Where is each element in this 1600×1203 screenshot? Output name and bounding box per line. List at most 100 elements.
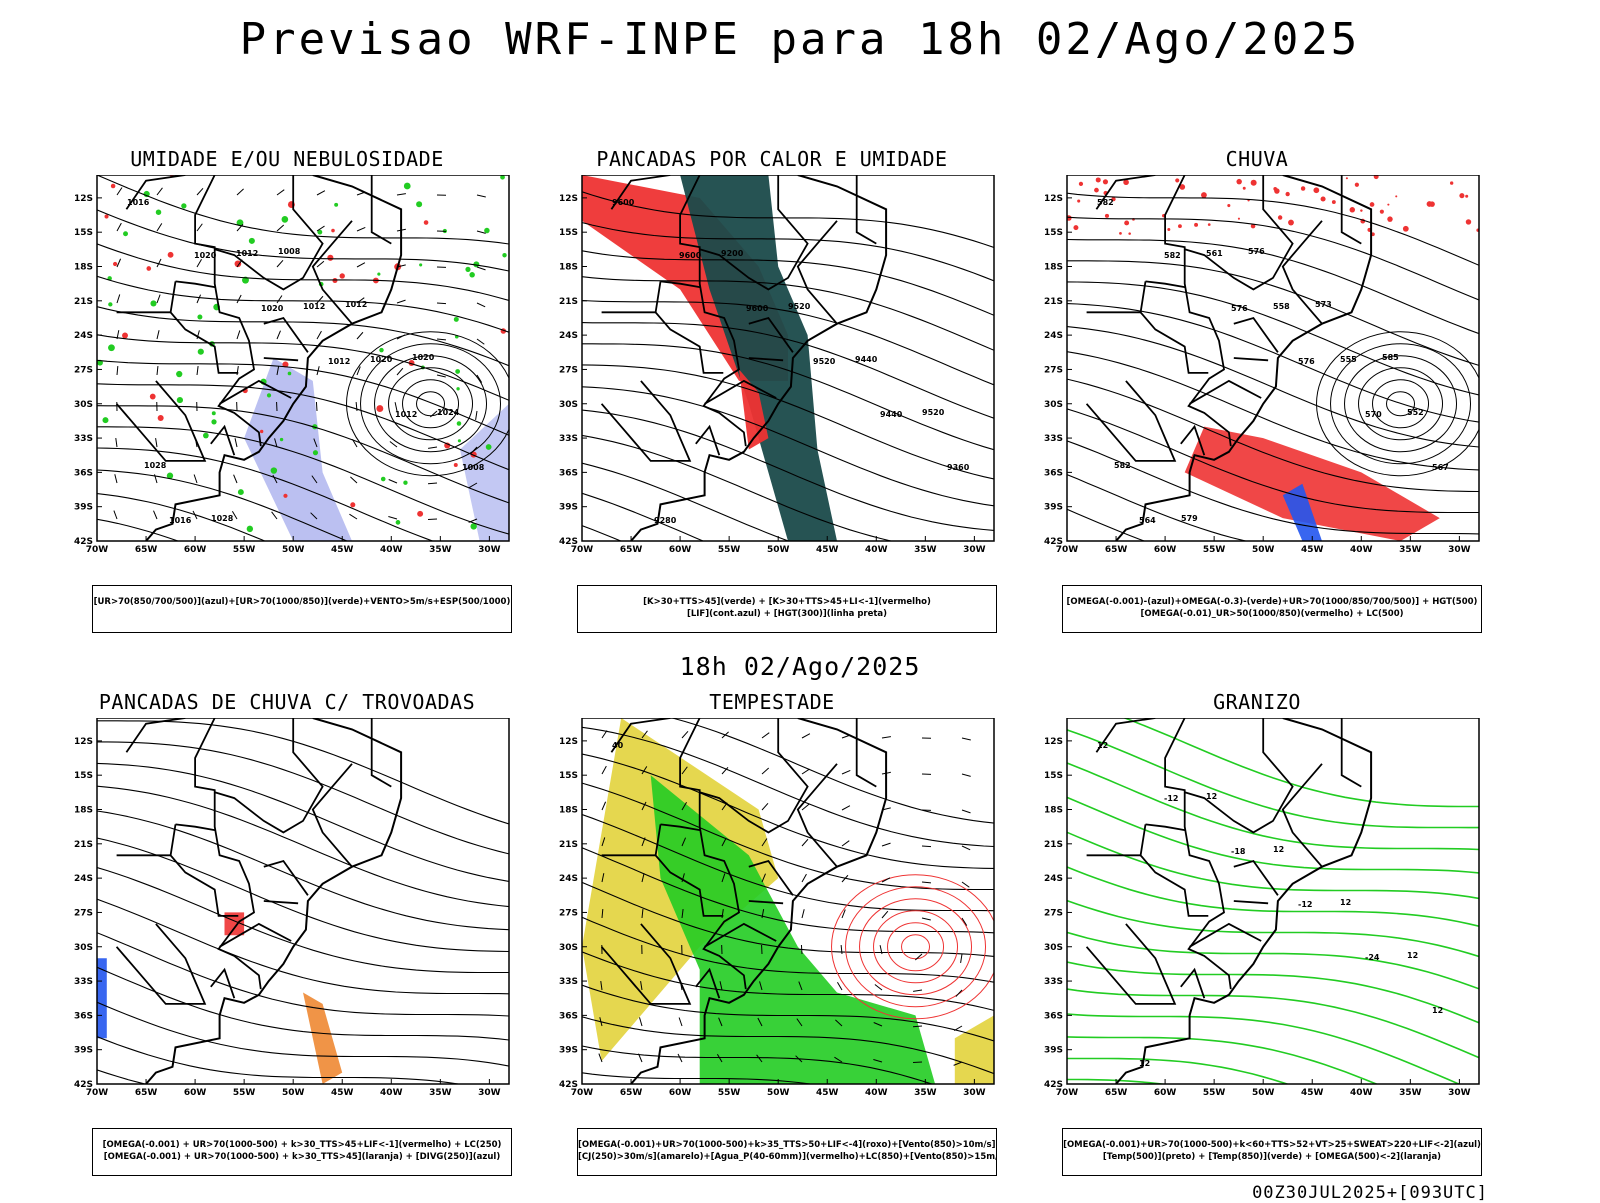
jet-region [955,1015,994,1084]
low-pressure-contour [860,899,972,995]
moisture-dot [212,411,216,415]
lat-label: 24S [74,331,93,341]
contour-label: -12 [1298,900,1312,909]
lon-label: 70W [1056,1088,1079,1098]
wind-vector [762,803,768,810]
rain-dot [1370,202,1375,207]
rain-dot [1459,193,1464,198]
lon-label: 30W [963,1088,986,1098]
moisture-dot [327,255,333,261]
moisture-dot [458,439,461,442]
lat-label: 36S [74,468,93,478]
lat-label: 18S [74,806,93,816]
rain-dot [1350,207,1355,212]
rain-dot [1077,199,1080,202]
wind-vector [882,843,891,846]
wind-vector [117,366,118,375]
wind-vector [117,294,120,303]
lat-label: 30S [559,943,578,953]
contour-label: 12 [1206,792,1217,801]
lon-label: 40W [1350,545,1373,555]
lat-label: 12S [74,194,93,204]
lat-label: 33S [559,977,578,987]
border-line [215,175,323,289]
wind-vector [437,375,446,377]
moisture-dot [313,450,318,455]
wind-vector [194,474,197,483]
lat-label: 36S [1044,468,1063,478]
rain-dot [1395,195,1397,197]
moisture-dot [332,278,337,283]
wind-vector [802,769,810,774]
contour-label: 1024 [437,408,460,417]
wind-vector [962,846,970,850]
contour-label: 12 [1139,1059,1150,1068]
moisture-dot [267,393,271,397]
border-line [126,718,185,752]
wind-vector [639,1017,642,1026]
moisture-dot [203,433,209,439]
wind-vector [837,982,842,990]
contour-label: 9520 [788,302,811,311]
wind-vector [842,770,850,774]
low-pressure-contour [846,887,986,1007]
moisture-dot [150,300,156,306]
moisture-dot [211,419,216,424]
contour-label: 1020 [261,304,284,313]
wind-vector [882,911,888,918]
moisture-dot [111,184,116,189]
lon-label: 40W [380,1088,403,1098]
wind-vector [841,945,842,954]
rain-dot [1124,220,1129,225]
moisture-dot [455,369,460,374]
wind-vector [602,766,606,774]
wind-vector [389,479,397,483]
panel-title: GRANIZO [1027,690,1487,714]
wind-vector [913,990,922,991]
moisture-dot [271,467,277,473]
rain-dot [1355,183,1359,187]
lon-label: 50W [767,1088,790,1098]
contour-label: 1020 [412,353,435,362]
moisture-dot [331,229,335,233]
contour-label: 579 [1181,514,1198,523]
legend-line-2: [LIF](cont.azul) + [HGT(300)](linha pret… [578,608,996,620]
moisture-dot [249,238,255,244]
lon-label: 60W [184,1088,207,1098]
rain-dot [1465,195,1468,198]
wind-region [651,775,935,1084]
panel-legend: [OMEGA(-0.001)+UR>70(1000-500)+k>35_TTS>… [577,1128,997,1176]
lon-label: 65W [620,545,643,555]
moisture-dot [283,494,287,498]
border-line [171,824,239,916]
moisture-dot [181,203,186,208]
lon-label: 35W [914,545,937,555]
lat-label: 21S [74,840,93,850]
wind-vector [117,223,121,231]
rain-dot [1201,192,1207,198]
moisture-dot [108,344,115,351]
lat-label: 36S [559,1011,578,1021]
lat-label: 33S [74,434,93,444]
contour-label: 9360 [947,463,970,472]
lon-label: 45W [816,545,839,555]
rain-dot [1403,226,1409,232]
lon-label: 45W [816,1088,839,1098]
lon-label: 65W [1105,1088,1128,1098]
moisture-dot [377,273,380,276]
panel-legend: [OMEGA(-0.001)-(azul)+OMEGA(-0.3)-(verde… [1062,585,1482,633]
moisture-dot [502,253,506,257]
lon-label: 50W [1252,545,1275,555]
contour-label: 9520 [922,408,945,417]
wind-vector [317,191,325,195]
moisture-dot [198,349,204,355]
legend-line-1: [OMEGA(-0.001)-(azul)+OMEGA(-0.3)-(verde… [1063,596,1481,608]
rain-dot [1288,220,1294,226]
border-line [264,318,308,352]
legend-line-1: [OMEGA(-0.001)+UR>70(1000-500)+k>35_TTS>… [578,1139,996,1151]
lat-label: 30S [1044,400,1063,410]
contour-line [97,967,509,1040]
lat-label: 33S [559,434,578,444]
